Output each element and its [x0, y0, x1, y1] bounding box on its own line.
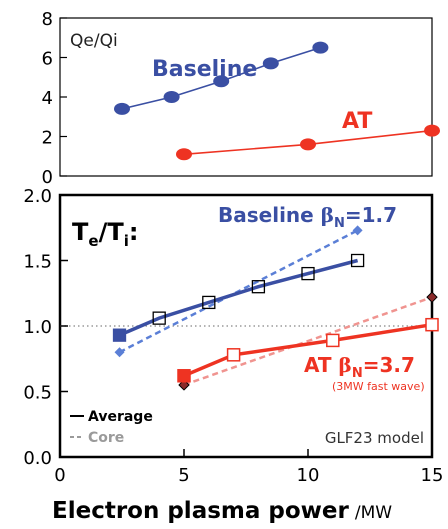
baseline-average-point — [152, 311, 166, 325]
baseline-average-point — [112, 328, 127, 342]
top-series-point — [312, 41, 329, 54]
at-label-beta: β — [339, 353, 352, 377]
bottom-series-layer — [112, 225, 439, 391]
title-colon: : — [129, 218, 139, 246]
at-average-line — [183, 322, 433, 378]
bottom-x-tick-label: 10 — [297, 465, 320, 486]
top-series-layer — [114, 41, 440, 161]
bottom-y-tick-label: 0.5 — [23, 383, 52, 404]
baseline-average-point — [350, 253, 365, 268]
bottom-panel-title: Te/Ti: — [72, 218, 138, 250]
top-y-tick-label: 0 — [42, 167, 53, 188]
at-series-label: AT βN=3.7 — [304, 353, 415, 381]
title-te: T — [72, 218, 89, 246]
at-average-point — [177, 369, 191, 383]
title-te-sub: e — [88, 232, 98, 250]
bottom-y-tick-label: 1.0 — [23, 317, 52, 338]
bottom-panel: 0.0 0.5 1.0 1.5 2.0 0 5 10 15 Te/Ti: Baseline β… — [23, 186, 443, 486]
x-axis-label-main: Electron plasma power — [52, 498, 350, 524]
at-label-beta-sub: N — [352, 366, 363, 381]
baseline-average-point — [202, 295, 216, 310]
top-series-point — [262, 57, 279, 70]
legend: Average Core — [70, 409, 153, 446]
model-annotation: GLF23 model — [325, 429, 424, 447]
x-axis-label: Electron plasma power/MW — [52, 498, 392, 524]
bottom-x-tick-label: 15 — [421, 465, 444, 486]
top-panel: 0 2 4 6 8 Qe/Qi Baseline AT — [42, 9, 440, 188]
baseline-core-point — [114, 347, 125, 358]
top-series-point — [114, 102, 130, 115]
at-series-note: (3MW fast wave) — [332, 380, 425, 393]
baseline-label-name: Baseline — [218, 203, 314, 227]
top-series-point — [424, 124, 440, 137]
bottom-x-tick-label: 5 — [178, 465, 189, 486]
bottom-y-ticks: 0.0 0.5 1.0 1.5 2.0 — [23, 186, 68, 469]
top-y-tick-label: 6 — [42, 49, 53, 70]
at-average-point — [425, 317, 439, 332]
at-core-line — [183, 296, 433, 387]
title-slash: /T — [99, 218, 125, 246]
top-y-tick-label: 8 — [42, 9, 53, 30]
top-series-point — [176, 148, 192, 161]
baseline-core-point — [352, 225, 363, 236]
bottom-y-tick-label: 1.5 — [23, 252, 52, 273]
baseline-average-point — [301, 266, 315, 281]
at-average-point — [226, 348, 241, 362]
x-axis-label-unit: /MW — [355, 503, 392, 523]
legend-core-label: Core — [88, 430, 124, 446]
top-at-label: AT — [342, 109, 372, 134]
baseline-label-beta-val: =1.7 — [345, 203, 397, 227]
bottom-x-ticks: 0 5 10 15 — [54, 449, 443, 486]
baseline-average-point — [251, 280, 266, 294]
baseline-label-beta: β — [321, 203, 334, 227]
bottom-x-tick-label: 0 — [54, 465, 65, 486]
at-label-beta-val: =3.7 — [363, 353, 415, 377]
at-label-name: AT — [304, 353, 332, 377]
top-y-tick-label: 4 — [42, 88, 53, 109]
top-y-ticks: 0 2 4 6 8 — [42, 9, 67, 188]
top-baseline-label: Baseline — [152, 57, 257, 82]
top-series-point — [163, 91, 180, 103]
baseline-series-label: Baseline βN=1.7 — [218, 203, 397, 231]
top-series-point — [300, 138, 316, 151]
top-y-tick-label: 2 — [42, 128, 53, 149]
bottom-y-tick-label: 2.0 — [23, 186, 52, 207]
bottom-y-tick-label: 0.0 — [23, 448, 52, 469]
at-average-point — [326, 333, 340, 348]
title-ti-sub: i — [124, 232, 129, 250]
top-series-point — [213, 75, 230, 88]
at-core-point — [426, 291, 438, 303]
baseline-label-beta-sub: N — [334, 216, 345, 231]
top-panel-title: Qe/Qi — [70, 31, 118, 51]
legend-average-label: Average — [88, 409, 153, 425]
